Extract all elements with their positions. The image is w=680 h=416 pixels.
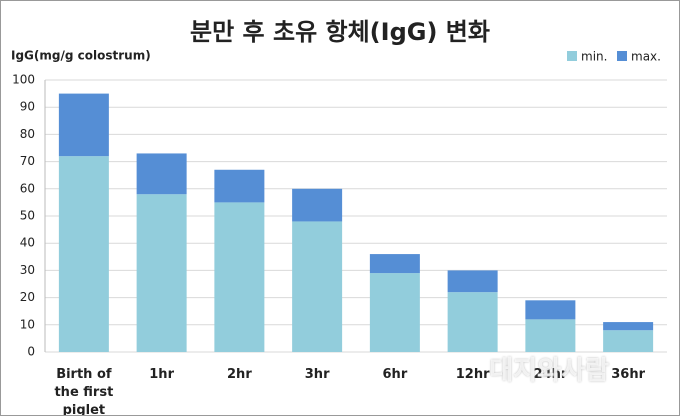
- y-tick-label: 30: [20, 263, 35, 277]
- bar-segment: [136, 194, 187, 352]
- bar-segment: [292, 188, 343, 222]
- bar-segment: [214, 169, 265, 203]
- legend-swatch: [567, 51, 577, 61]
- bar-segment: [369, 254, 420, 274]
- x-tick-label: 24hr: [533, 367, 568, 382]
- bar-segment: [58, 156, 109, 352]
- y-tick-label: 90: [20, 100, 35, 114]
- x-tick-label: 3hr: [304, 367, 330, 382]
- legend-label: max.: [631, 50, 661, 64]
- y-tick-label: 40: [20, 236, 35, 250]
- watermark: 대지와사람: [489, 356, 609, 386]
- bar-segment: [369, 273, 420, 352]
- x-tick-label: 2hr: [227, 367, 252, 382]
- y-tick-label: 10: [20, 317, 35, 331]
- y-tick-label: 0: [27, 345, 35, 359]
- y-tick-label: 20: [20, 290, 35, 304]
- y-tick-label: 50: [20, 209, 35, 223]
- bar-segment: [214, 202, 265, 352]
- x-tick-label: Birth of the first piglet: [54, 367, 114, 416]
- bar-segment: [447, 270, 498, 293]
- y-tick-label: 100: [12, 73, 35, 87]
- bar-segment: [447, 292, 498, 352]
- x-tick-label: 36hr: [611, 367, 645, 382]
- bar-segment: [292, 221, 343, 352]
- bar-segment: [603, 330, 654, 352]
- y-tick-label: 70: [20, 154, 35, 168]
- bar-segment: [525, 319, 576, 352]
- y-tick-label: 80: [20, 127, 35, 141]
- legend-label: min.: [581, 50, 607, 64]
- bar-segment: [525, 300, 576, 320]
- x-tick-label: 1hr: [149, 367, 174, 382]
- legend-swatch: [617, 51, 627, 61]
- bar-segment: [58, 93, 109, 157]
- chart-title: 분만 후 초유 항체(IgG) 변화: [190, 18, 490, 46]
- x-tick-label: 12hr: [455, 367, 490, 382]
- x-tick-label: 6hr: [382, 367, 408, 382]
- y-axis-label: IgG(mg/g colostrum): [11, 49, 151, 63]
- bar-segment: [603, 322, 654, 331]
- bar-segment: [136, 153, 187, 195]
- y-tick-label: 60: [20, 181, 35, 195]
